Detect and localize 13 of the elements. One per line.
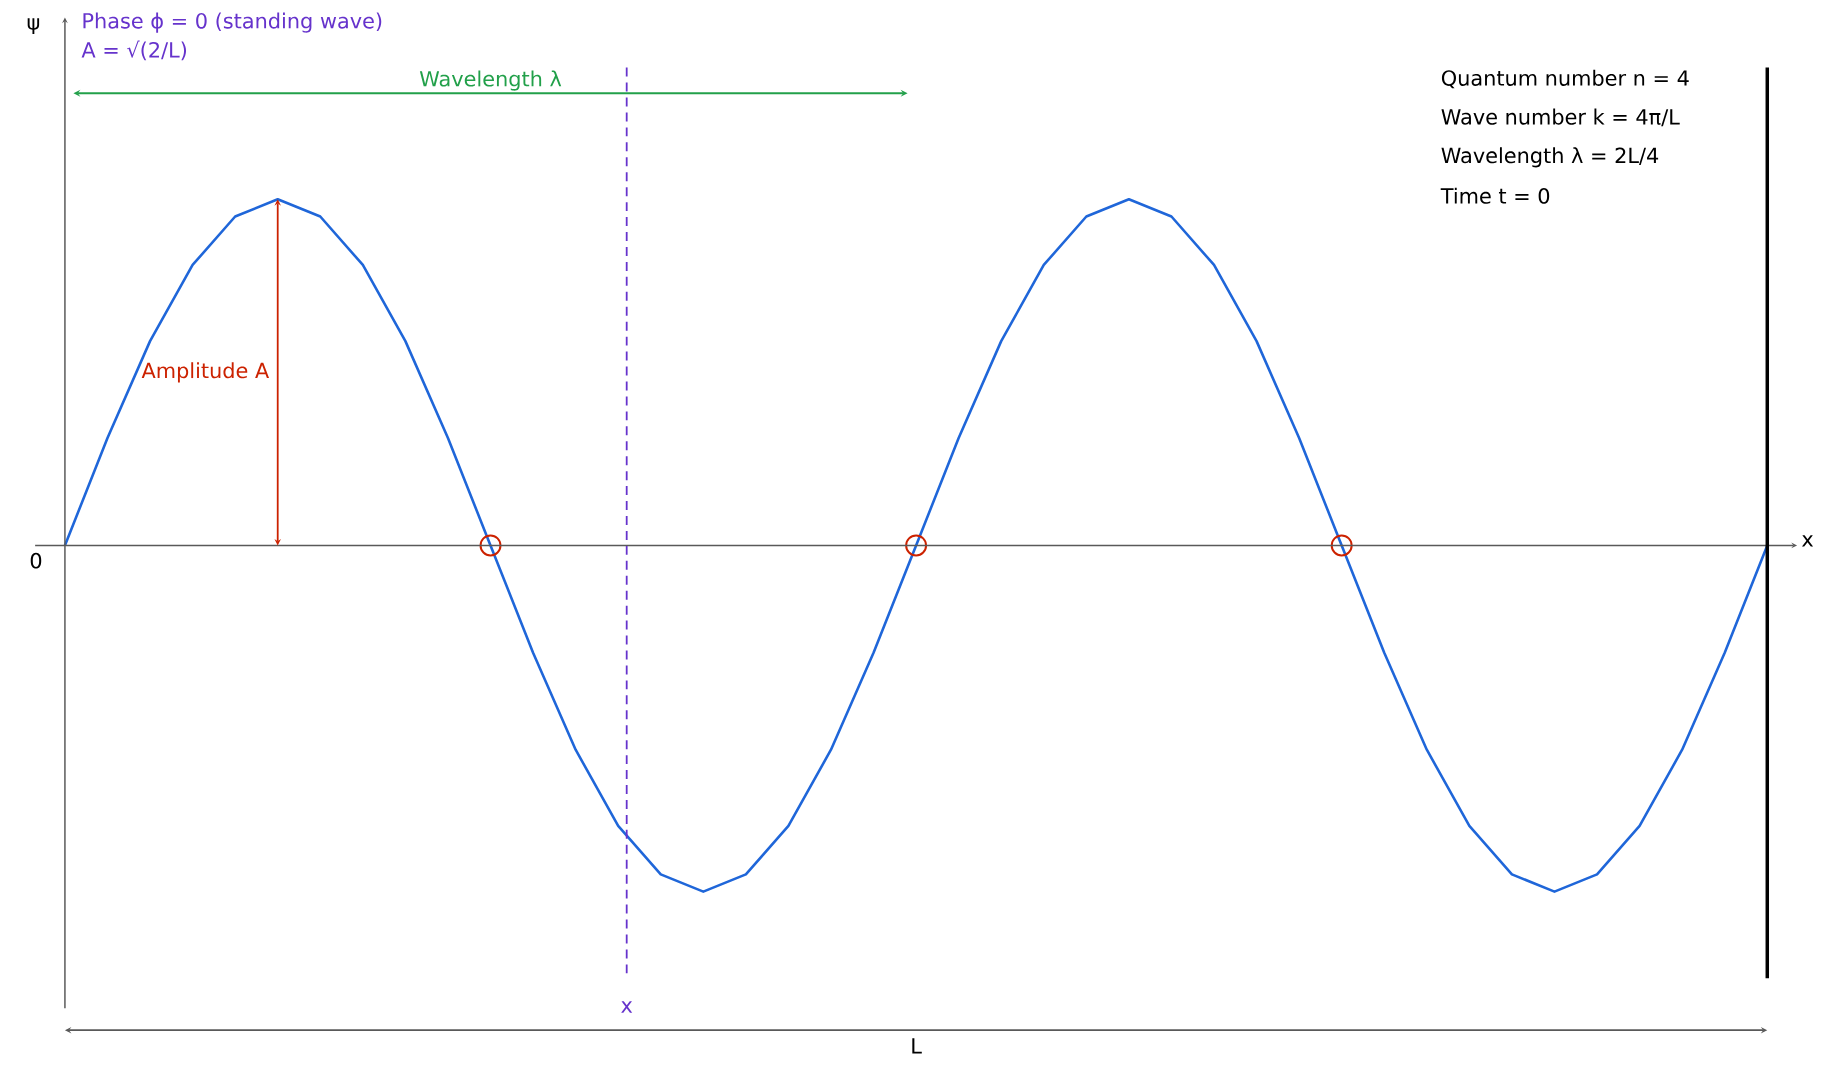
annotation: 0 [30,552,42,569]
text: Wave number k = 4π/L [1441,108,1680,127]
text: Wavelength λ = 2L/4 [1441,147,1659,168]
text: ψ [27,18,40,34]
text: Wavelength λ [419,70,562,91]
text: A = √(2/L) [81,40,187,61]
text: x [621,1001,633,1013]
text: Quantum number n = 4 [1441,69,1689,89]
text: L [912,1038,922,1054]
x-axis-title: x [1801,535,1814,547]
text: Phase ϕ = 0 (standing wave) [83,12,382,33]
annotation: Time t = 0 [1440,187,1550,204]
annotation: Amplitude A [141,362,270,383]
